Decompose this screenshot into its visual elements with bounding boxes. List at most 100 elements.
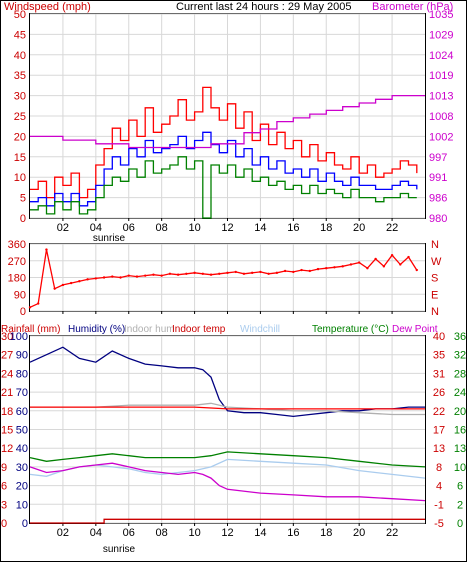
legend-temperature: Temperature (°C) — [312, 324, 389, 335]
y-tick-label-right: N — [431, 239, 439, 251]
y-tick-label-right: 1024 — [429, 50, 453, 62]
y-tick-label-right: 1019 — [429, 70, 453, 82]
y-tick-label-right: 986 — [429, 193, 447, 205]
y-tick-label-left: 180 — [8, 273, 26, 285]
wind-direction-point — [341, 265, 344, 268]
y-tick-label-dewpoint: 10 — [454, 462, 466, 474]
wind-direction-point — [37, 302, 40, 305]
y-tick-label-left: 10 — [14, 172, 26, 184]
y-tick-label-left: 40 — [14, 50, 26, 62]
y-tick-label-left: 270 — [8, 256, 26, 268]
y-tick-label-dewpoint: 28 — [454, 368, 466, 380]
y-tick-label-dewpoint: 2 — [457, 499, 463, 511]
y-tick-label-temp: 35 — [433, 350, 445, 362]
wind-direction-point — [86, 278, 89, 281]
y-tick-label-rainfall: 18 — [1, 406, 13, 418]
wind-direction-point — [218, 272, 221, 275]
x-tick-label: 04 — [90, 222, 102, 234]
y-tick-label-left: 45 — [14, 29, 26, 41]
wind-direction-point — [185, 272, 188, 275]
y-tick-label-humidity: 70 — [16, 387, 28, 399]
y-tick-label-temp: 40 — [433, 331, 445, 343]
wind-direction-point — [316, 267, 320, 271]
wind-direction-point — [275, 271, 279, 275]
x-tick-label: 06 — [123, 222, 135, 234]
x-tick-label: 20 — [353, 222, 365, 234]
y-tick-label-left: 50 — [14, 9, 26, 21]
x-tick-label: 20 — [353, 527, 365, 539]
wind-series-line-2 — [30, 156, 417, 219]
temp-series-line-6 — [30, 518, 425, 524]
wind-direction-point — [325, 266, 328, 270]
wind-direction-point — [111, 275, 114, 278]
wind-direction-point — [374, 257, 377, 261]
wind-direction-point — [415, 268, 418, 272]
wind-direction-point — [357, 261, 361, 264]
wind-direction-point — [300, 268, 303, 272]
x-tick-label: 10 — [188, 527, 200, 539]
x-tick-label: 02 — [57, 222, 69, 234]
x-tick-label: 12 — [221, 222, 233, 234]
y-tick-label-dewpoint: 13 — [454, 443, 466, 455]
sunrise-label-top: sunrise — [93, 233, 126, 244]
y-tick-label-rainfall: 9 — [1, 462, 7, 474]
wind-direction-point — [399, 263, 402, 266]
wind-direction-point — [135, 275, 139, 278]
y-tick-label-right: 997 — [429, 152, 447, 164]
x-tick-label: 14 — [254, 527, 266, 539]
temp-series-line-3 — [29, 451, 426, 468]
wind-direction-point — [267, 272, 270, 275]
y-tick-label-dewpoint: 24 — [454, 387, 466, 399]
wind-direction-point — [283, 269, 287, 273]
y-tick-label-dewpoint: 6 — [457, 481, 463, 493]
wind-direction-point — [144, 274, 147, 277]
wind-direction-point — [242, 272, 246, 275]
y-tick-label-left: 5 — [20, 193, 26, 205]
y-tick-label-rainfall: 15 — [1, 425, 13, 437]
y-tick-label-temp: 4 — [436, 481, 442, 493]
y-tick-label-dewpoint: 20 — [454, 406, 466, 418]
y-tick-label-right: 1035 — [429, 9, 453, 21]
wind-series-line-0 — [30, 86, 418, 199]
y-tick-label-rainfall: 24 — [1, 368, 13, 380]
y-tick-label-temp: 22 — [433, 406, 445, 418]
gridlines — [30, 13, 425, 524]
y-tick-label-dewpoint: 16 — [454, 425, 466, 437]
wind-direction-line — [29, 249, 418, 308]
wind-direction-point — [407, 255, 410, 259]
wind-series-line-1 — [30, 131, 418, 207]
wind-direction-point — [193, 271, 196, 275]
wind-direction-point — [209, 273, 213, 276]
legend-indoor-temp: Indoor temp — [172, 324, 226, 335]
y-tick-label-rainfall: 30 — [1, 331, 13, 343]
y-tick-label-temp: 31 — [433, 368, 445, 380]
wind-direction-point — [234, 270, 237, 274]
y-tick-label-right: 1002 — [429, 131, 453, 143]
y-tick-label-right: 980 — [429, 213, 447, 225]
y-tick-label-dewpoint: 0 — [457, 518, 463, 530]
windspeed-axis-label: Windspeed (mph) — [4, 1, 91, 13]
y-tick-label-temp: 17 — [433, 425, 445, 437]
y-tick-label-right: S — [431, 273, 438, 285]
wind-direction-point — [28, 306, 32, 309]
x-tick-label: 18 — [320, 222, 332, 234]
sunrise-label-bottom: sunrise — [103, 544, 136, 555]
wind-direction-point — [176, 273, 180, 276]
y-tick-label-right: 1013 — [429, 91, 453, 103]
temp-series-line-0 — [29, 346, 425, 418]
y-tick-label-left: 35 — [14, 70, 26, 82]
wind-direction-point — [382, 265, 386, 268]
x-tick-label: 12 — [221, 527, 233, 539]
wind-direction-point — [127, 274, 130, 277]
y-tick-label-temp: 8 — [436, 462, 442, 474]
y-tick-label-rainfall: 21 — [1, 387, 13, 399]
y-tick-label-right: N — [431, 306, 439, 318]
x-tick-label: 18 — [320, 527, 332, 539]
y-tick-label-temp: -5 — [434, 518, 444, 530]
barometer-axis-label: Barometer (hPa) — [372, 1, 453, 13]
wind-direction-point — [45, 248, 48, 251]
x-tick-label: 04 — [90, 527, 102, 539]
temp-series-line-5 — [29, 462, 426, 502]
wind-direction-point — [333, 266, 336, 269]
